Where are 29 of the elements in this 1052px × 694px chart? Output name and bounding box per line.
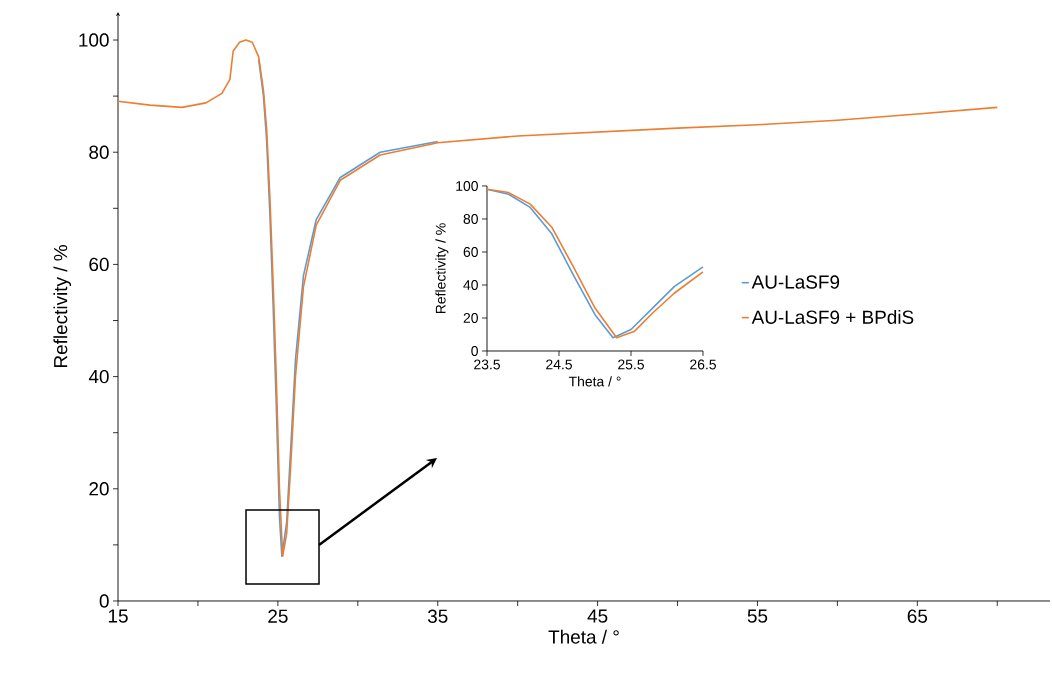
y-tick-label: 20: [89, 482, 109, 496]
x-tick-label: 65: [907, 609, 928, 623]
x-axis-title: Theta / °: [568, 376, 621, 387]
x-tick-label: 35: [427, 609, 448, 623]
y-tick-label: 60: [89, 257, 109, 272]
y-tick-label: 80: [89, 145, 109, 159]
y-tick-label: 60: [463, 247, 478, 257]
y-axis-title: Reflectivity / %: [435, 223, 449, 314]
x-axis-title: Theta / °: [548, 629, 619, 644]
y-tick-label: 20: [463, 313, 478, 323]
x-tick-label: 25: [268, 609, 288, 623]
y-tick-label: 0: [99, 594, 109, 608]
y-tick-label: 100: [79, 33, 109, 47]
y-tick-label: 40: [463, 280, 478, 290]
y-tick-label: 100: [456, 181, 478, 191]
x-tick-label: 24.5: [546, 359, 572, 370]
x-tick-label: 23.5: [474, 359, 500, 370]
x-tick-label: 55: [747, 609, 768, 623]
x-tick-label: 45: [587, 609, 608, 623]
x-tick-label: 26.5: [690, 359, 716, 370]
y-tick-label: 80: [463, 214, 478, 224]
x-tick-label: 15: [108, 609, 128, 623]
y-tick-label: 40: [88, 369, 109, 384]
y-tick-label: 0: [471, 346, 478, 356]
y-axis-title: Reflectivity / %: [53, 245, 72, 367]
legend-label: AU-LaSF9: [751, 275, 840, 289]
line-series: [486, 188, 704, 339]
x-tick-label: 25.5: [618, 359, 644, 370]
legend-label: AU-LaSF9 + BPdiS: [751, 310, 914, 324]
